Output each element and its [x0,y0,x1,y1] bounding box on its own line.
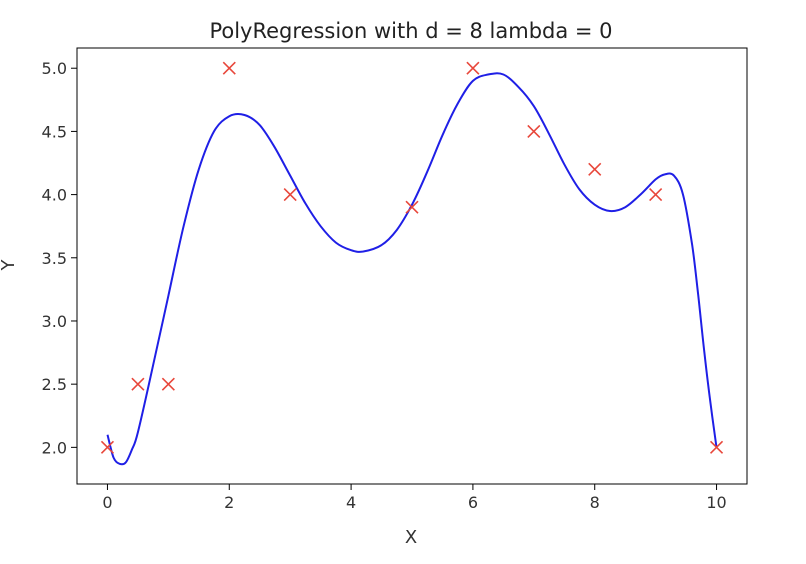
y-tick-label: 2.0 [42,438,67,457]
data-point-marker [709,440,724,454]
data-point-marker [527,124,541,138]
data-point-marker [131,377,145,391]
y-tick-label: 4.5 [42,122,67,141]
data-point-marker [405,200,419,214]
chart-title: PolyRegression with d = 8 lambda = 0 [209,19,612,43]
x-tick-label: 0 [102,493,112,512]
data-point-marker [222,61,236,75]
y-tick-label: 5.0 [42,59,67,78]
y-tick-label: 4.0 [42,186,67,205]
y-tick-label: 2.5 [42,375,67,394]
data-point-marker [100,440,115,454]
y-axis-ticks: 2.0 2.5 3.0 3.5 4.0 4.5 5.0 [42,59,77,457]
regression-fit-line [106,72,718,466]
x-tick-label: 8 [590,493,600,512]
data-point-marker [283,188,297,202]
plot-area-frame [76,47,748,485]
y-tick-label: 3.0 [42,312,67,331]
data-point-marker [161,377,175,391]
x-tick-label: 2 [224,493,234,512]
x-axis-label: X [405,527,417,548]
data-point-marker [588,162,602,176]
y-tick-label: 3.5 [42,249,67,268]
data-point-marker [649,188,663,202]
data-point-marker [466,61,480,75]
data-points [100,61,724,454]
y-axis-label: Y [0,259,19,272]
x-axis-ticks: 0 2 4 6 8 10 [102,484,727,512]
x-tick-label: 4 [346,493,356,512]
x-tick-label: 10 [706,493,726,512]
x-tick-label: 6 [468,493,478,512]
